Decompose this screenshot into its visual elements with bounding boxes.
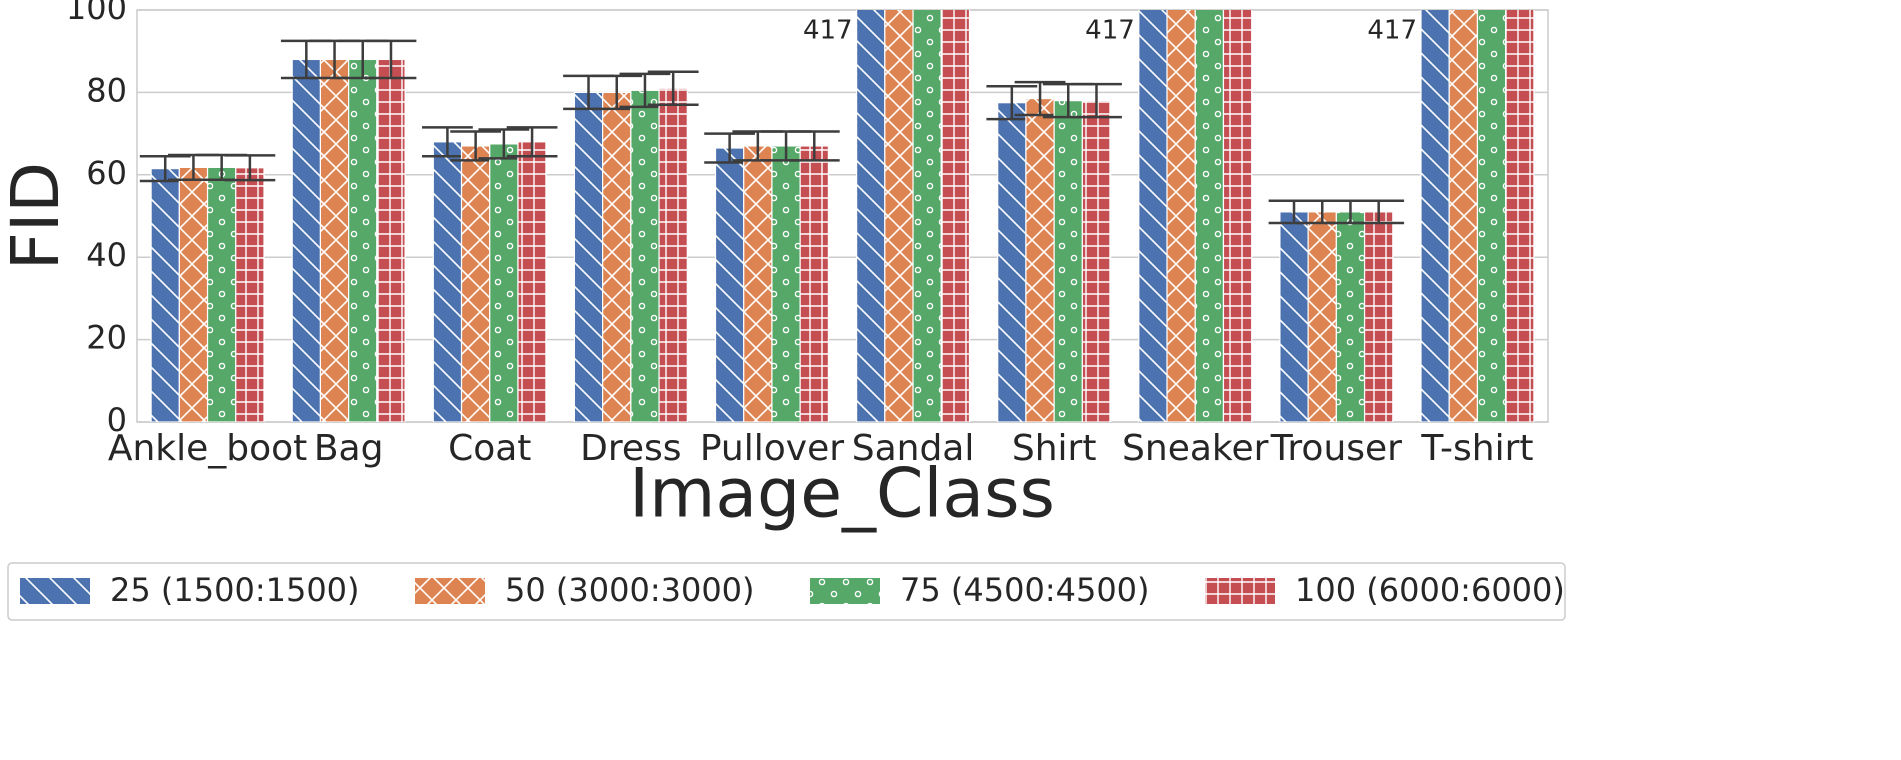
bar [150,168,180,422]
y-tick-label: 80 [86,71,127,109]
legend-swatch [415,578,485,604]
bar [884,10,914,422]
annotation: 417 [1085,16,1135,46]
error-bar [1071,82,1122,119]
bar [743,145,773,422]
bar [1505,10,1535,422]
legend-label: 25 (1500:1500) [110,571,360,609]
y-tick-label: 40 [86,236,127,274]
x-tick-label: Trouser [1270,428,1402,469]
bar [1025,97,1055,422]
x-tick-label: Sandal [852,428,975,469]
bar [714,147,745,422]
bar [1335,211,1366,422]
bar [912,10,942,422]
bar [658,87,688,422]
bar [1166,10,1196,422]
bar [940,10,971,422]
x-tick-label: Shirt [1012,428,1097,469]
error-bar [224,154,276,182]
legend-swatch [20,578,90,604]
bar [1307,211,1337,422]
error-bar [788,130,840,162]
y-tick-label: 60 [86,154,127,192]
error-bar [365,39,417,80]
bar [997,102,1027,422]
x-tick-label: Pullover [700,428,844,469]
y-tick-label: 100 [66,0,127,27]
bar [630,89,660,422]
x-tick-label: Coat [448,428,531,469]
legend-box [7,562,1566,621]
bar [291,58,322,422]
bar [771,145,801,422]
annotation: 417 [803,16,853,46]
error-bar [1353,199,1405,225]
bar [1138,10,1168,422]
bar [319,58,350,422]
bar [1194,10,1225,422]
y-axis-title: FID [0,162,74,270]
x-tick-label: Ankle_boot [108,428,307,469]
x-tick-label: Sneaker [1122,428,1269,469]
error-bar [506,126,558,158]
bar [799,145,829,422]
legend-label: 100 (6000:6000) [1295,571,1565,609]
bar [1081,100,1112,422]
bar [1279,211,1309,422]
bar [376,58,406,422]
legend-label: 75 (4500:4500) [900,571,1150,609]
bar [1222,10,1253,422]
bar [348,58,378,422]
bar [178,166,209,422]
x-tick-label: T-shirt [1420,428,1533,469]
bar [856,10,886,422]
bar [489,143,519,422]
bar [573,91,604,422]
y-tick-label: 20 [86,319,127,357]
error-bar [647,70,699,107]
legend-swatch [1205,578,1275,604]
x-tick-label: Dress [580,428,681,469]
x-axis-title: Image_Class [629,455,1055,534]
bar [432,141,463,422]
bar [602,91,632,422]
bar [460,145,491,422]
bar [1053,100,1083,422]
legend-label: 50 (3000:3000) [505,571,755,609]
bar [1363,211,1394,422]
y-tick-label: 0 [107,401,127,439]
annotation: 417 [1367,16,1417,46]
bar [235,167,265,422]
bar [517,141,547,422]
x-tick-label: Bag [314,428,384,469]
bar [1476,10,1507,422]
bar [1448,10,1479,422]
bar [1420,10,1450,422]
legend-swatch [810,578,880,604]
bar [206,166,237,422]
bars [139,10,1535,422]
